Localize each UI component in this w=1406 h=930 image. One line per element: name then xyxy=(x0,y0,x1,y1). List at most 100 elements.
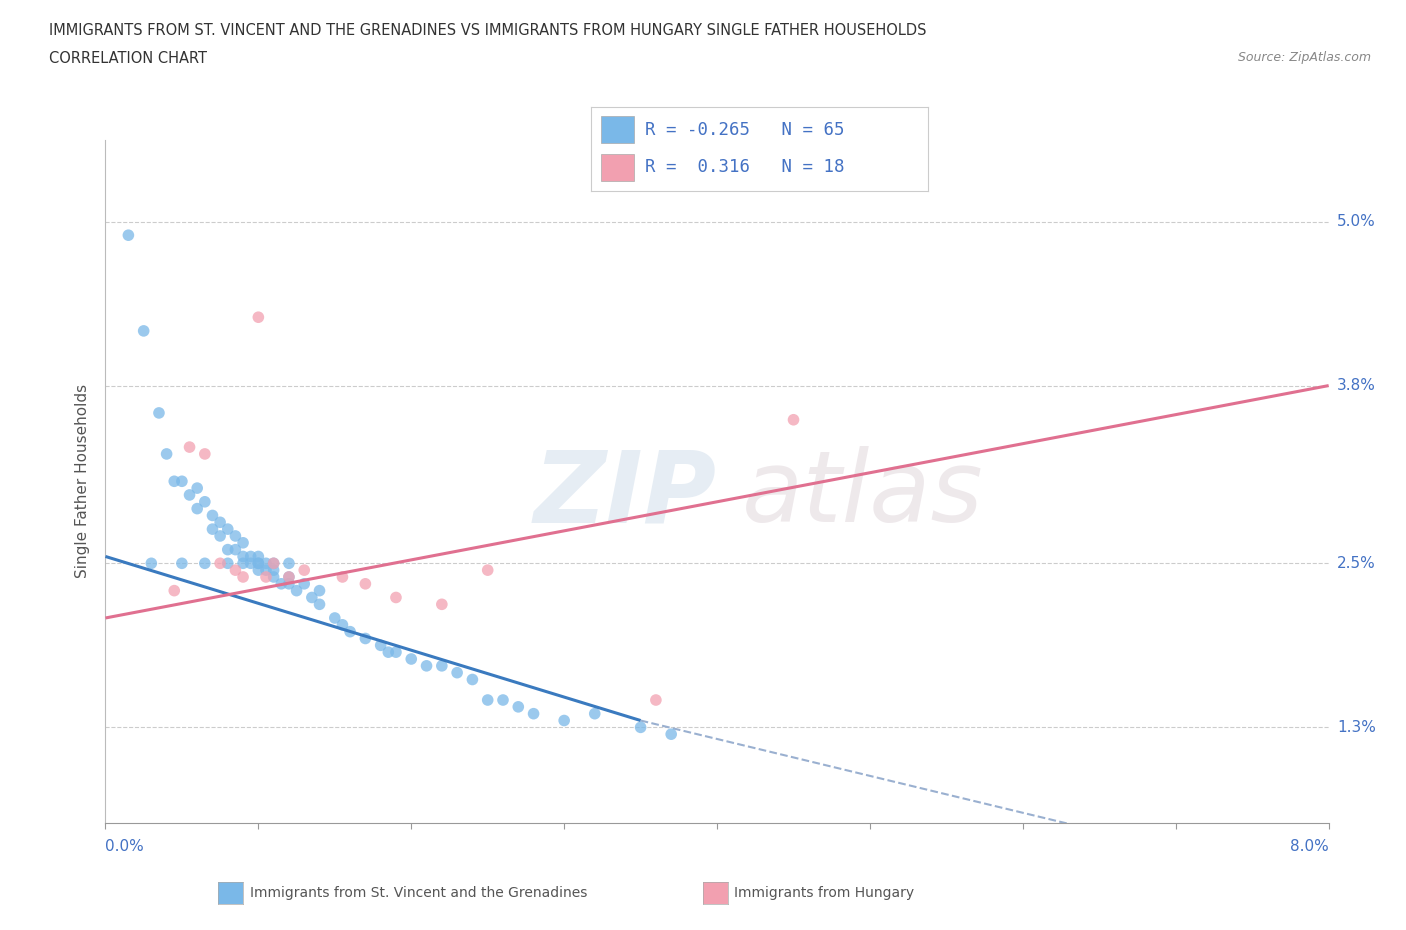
Point xyxy=(247,556,270,571)
Y-axis label: Single Father Households: Single Father Households xyxy=(75,384,90,578)
Point xyxy=(155,446,177,461)
Point xyxy=(644,693,668,708)
Point xyxy=(583,706,606,721)
Point xyxy=(430,658,453,673)
Point xyxy=(354,577,377,591)
Point xyxy=(201,508,224,523)
Point xyxy=(263,556,285,571)
Point xyxy=(278,577,301,591)
Point xyxy=(477,693,499,708)
Point xyxy=(209,528,232,543)
Point xyxy=(522,706,544,721)
Point xyxy=(377,644,399,659)
Point xyxy=(224,542,246,557)
Point xyxy=(270,577,292,591)
Point xyxy=(254,563,277,578)
Point xyxy=(292,577,315,591)
Point xyxy=(170,556,193,571)
Point xyxy=(263,556,285,571)
Point xyxy=(217,522,239,537)
Point xyxy=(186,481,208,496)
Point xyxy=(415,658,437,673)
Point xyxy=(132,324,155,339)
Point xyxy=(224,528,246,543)
Text: IMMIGRANTS FROM ST. VINCENT AND THE GRENADINES VS IMMIGRANTS FROM HUNGARY SINGLE: IMMIGRANTS FROM ST. VINCENT AND THE GREN… xyxy=(49,23,927,38)
Point xyxy=(323,611,346,626)
Point xyxy=(278,556,301,571)
Point xyxy=(224,563,246,578)
Text: Source: ZipAtlas.com: Source: ZipAtlas.com xyxy=(1237,51,1371,64)
Point xyxy=(385,590,408,604)
Point xyxy=(285,583,308,598)
Point xyxy=(782,412,804,427)
Point xyxy=(263,563,285,578)
Point xyxy=(278,569,301,584)
Point xyxy=(332,569,354,584)
Point xyxy=(247,556,270,571)
Point xyxy=(492,693,515,708)
Point xyxy=(232,536,254,551)
Point xyxy=(170,474,193,489)
Text: 1.3%: 1.3% xyxy=(1337,720,1376,735)
Point xyxy=(232,569,254,584)
Point xyxy=(508,699,530,714)
Text: 8.0%: 8.0% xyxy=(1289,839,1329,854)
Text: R =  0.316   N = 18: R = 0.316 N = 18 xyxy=(644,158,844,176)
Point xyxy=(141,556,163,571)
Point xyxy=(332,618,354,632)
Point xyxy=(247,549,270,564)
Bar xyxy=(600,116,634,143)
Point xyxy=(201,522,224,537)
Point xyxy=(186,501,208,516)
Point xyxy=(308,597,330,612)
Point xyxy=(217,542,239,557)
Point xyxy=(553,713,575,728)
Point xyxy=(339,624,361,639)
Point xyxy=(630,720,652,735)
Text: 5.0%: 5.0% xyxy=(1337,214,1375,229)
Point xyxy=(263,569,285,584)
Text: atlas: atlas xyxy=(741,446,983,543)
Point xyxy=(461,672,484,687)
Point xyxy=(163,583,186,598)
Point xyxy=(232,549,254,564)
Point xyxy=(354,631,377,646)
Text: Immigrants from Hungary: Immigrants from Hungary xyxy=(734,885,914,900)
Point xyxy=(446,665,468,680)
Point xyxy=(194,556,217,571)
Point xyxy=(430,597,453,612)
Point xyxy=(239,556,262,571)
Text: Immigrants from St. Vincent and the Grenadines: Immigrants from St. Vincent and the Gren… xyxy=(250,885,588,900)
Point xyxy=(254,556,277,571)
Point xyxy=(117,228,139,243)
Point xyxy=(194,446,217,461)
Bar xyxy=(600,153,634,180)
Point xyxy=(209,556,232,571)
Point xyxy=(209,515,232,530)
Point xyxy=(477,563,499,578)
Point xyxy=(239,549,262,564)
Point xyxy=(179,440,201,455)
Point xyxy=(385,644,408,659)
Point xyxy=(194,495,217,510)
Point xyxy=(278,569,301,584)
Text: ZIP: ZIP xyxy=(534,446,717,543)
Point xyxy=(163,474,186,489)
Point xyxy=(247,563,270,578)
Point xyxy=(399,652,422,667)
Point xyxy=(292,563,315,578)
Point xyxy=(179,487,201,502)
Point xyxy=(247,310,270,325)
Point xyxy=(148,405,170,420)
Text: 2.5%: 2.5% xyxy=(1337,556,1375,571)
Point xyxy=(659,726,682,741)
Point xyxy=(217,556,239,571)
Point xyxy=(232,556,254,571)
Text: 3.8%: 3.8% xyxy=(1337,379,1376,393)
Text: CORRELATION CHART: CORRELATION CHART xyxy=(49,51,207,66)
Text: R = -0.265   N = 65: R = -0.265 N = 65 xyxy=(644,121,844,139)
Point xyxy=(308,583,330,598)
Point xyxy=(254,569,277,584)
Point xyxy=(370,638,392,653)
Text: 0.0%: 0.0% xyxy=(105,839,145,854)
